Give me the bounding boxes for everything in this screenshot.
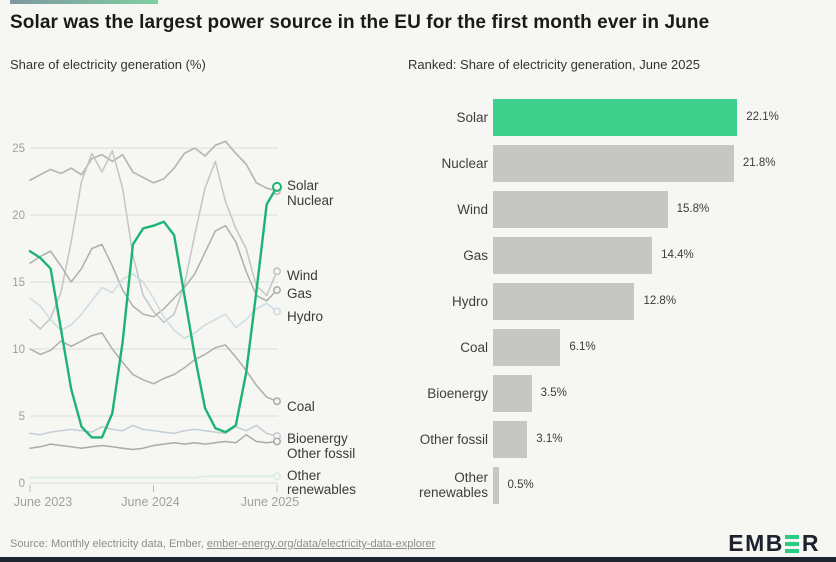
source-note: Source: Monthly electricity data, Ember,… [10,538,435,550]
series-end-marker-other_fossil [272,437,281,446]
series-line-gas [29,224,278,318]
page-title: Solar was the largest power source in th… [10,12,710,33]
bar-row: Other renewables 0.5% [406,462,830,508]
series-label-wind: Wind [287,268,318,283]
bar-solar [493,98,738,136]
bar-value-label: 15.8% [676,203,710,215]
bar-value-label: 12.8% [643,295,677,307]
series-label-gas: Gas [287,286,312,301]
bar-row: Hydro 12.8% [406,278,830,324]
bar-bioenergy [493,374,532,412]
bar-track: 21.8% [493,144,830,182]
bar-other-renewables [493,466,499,504]
series-label-other_renewables: Other [287,468,321,483]
y-axis-tick-label: 10 [12,344,25,356]
ember-logo: EMB R [728,530,820,557]
y-axis-tick-label: 20 [12,210,25,222]
series-label-other_renewables: renewables [287,482,356,497]
x-axis-tick-label: June 2024 [121,495,179,509]
source-text: Source: Monthly electricity data, Ember, [10,538,207,550]
line-chart-svg: 0 5 10 15 20 25 June 2023 June 2024 June 2025 Nuc… [12,140,356,509]
series-label-bioenergy: Bioenergy [287,431,348,446]
bar-category-label: Nuclear [441,155,488,171]
line-chart-subtitle: Share of electricity generation (%) [10,57,206,72]
bar-track: 14.4% [493,236,830,274]
bar-coal [493,328,561,366]
x-axis-tick-label: June 2025 [241,495,299,509]
bar-category-label: Bioenergy [427,385,488,401]
bar-row: Coal 6.1% [406,324,830,370]
series-line-solar [28,185,279,439]
bar-category-label: Hydro [451,293,488,309]
line-chart: 0 5 10 15 20 25 June 2023 June 2024 June 2025 Nuc… [0,130,400,525]
bar-row: Wind 15.8% [406,186,830,232]
x-axis-tick-label: June 2023 [14,495,72,509]
bar-chart-subtitle: Ranked: Share of electricity generation,… [408,57,700,72]
bar-row: Gas 14.4% [406,232,830,278]
bar-row: Nuclear 21.8% [406,140,830,186]
bar-category-label: Wind [457,201,488,217]
bar-row: Solar 22.1% [406,94,830,140]
series-line-coal [29,332,278,403]
series-end-marker-solar [272,181,282,192]
bar-category-label: Other renewables [418,470,488,500]
footer: Source: Monthly electricity data, Ember,… [0,528,836,556]
series-label-other_fossil: Other fossil [287,446,355,461]
series-end-marker-gas [272,286,281,295]
bottom-border [0,557,836,562]
series-label-solar: Solar [287,178,319,193]
series-line-wind [29,149,278,330]
bar-wind [493,190,668,228]
bar-category-label: Coal [460,339,488,355]
accent-bar [10,0,158,4]
bar-nuclear [493,144,734,182]
logo-green-e-icon [784,534,799,553]
bar-category-label: Other fossil [419,431,488,447]
logo-text-emb: EMB [728,530,784,556]
y-axis-tick-label: 0 [19,478,25,490]
bar-track: 12.8% [493,282,830,320]
bar-track: 3.5% [493,374,830,412]
bar-track: 3.1% [493,420,830,458]
bar-value-label: 21.8% [742,157,776,169]
series-end-marker-coal [272,397,281,406]
bar-value-label: 22.1% [746,111,779,123]
series-end-marker-other_renewables [272,472,281,481]
series-line-other_renewables [29,475,278,479]
bar-value-label: 3.5% [540,387,567,399]
series-line-bioenergy [29,424,278,437]
bar-value-label: 14.4% [661,249,694,261]
bar-chart: Solar 22.1% Nuclear 21.8% Wind 15.8% Gas 14.4% H… [406,94,830,508]
bar-hydro [493,282,635,320]
series-line-nuclear [29,140,278,192]
series-label-hydro: Hydro [287,309,323,324]
y-axis-tick-label: 25 [12,143,25,155]
bar-row: Other fossil 3.1% [406,416,830,462]
series-end-marker-wind [272,267,281,276]
bar-value-label: 3.1% [536,433,563,445]
series-label-coal: Coal [287,399,315,414]
series-line-hydro [29,273,278,340]
bar-category-label: Solar [456,109,488,125]
bar-row: Bioenergy 3.5% [406,370,830,416]
source-link[interactable]: ember-energy.org/data/electricity-data-e… [206,538,436,550]
bar-track: 6.1% [493,328,830,366]
series-line-other_fossil [29,434,278,451]
bar-track: 0.5% [493,466,830,504]
bar-value-label: 0.5% [507,479,534,491]
y-axis-tick-label: 15 [12,277,25,289]
bar-other-fossil [493,420,528,458]
y-axis-tick-label: 5 [19,411,25,423]
logo-text-r: R [801,530,820,556]
series-end-marker-hydro [272,307,281,316]
bar-category-label: Gas [463,247,488,263]
bar-track: 15.8% [493,190,830,228]
bar-gas [493,236,653,274]
bar-value-label: 6.1% [569,341,596,353]
bar-track: 22.1% [493,98,830,136]
series-label-nuclear: Nuclear [287,193,334,208]
